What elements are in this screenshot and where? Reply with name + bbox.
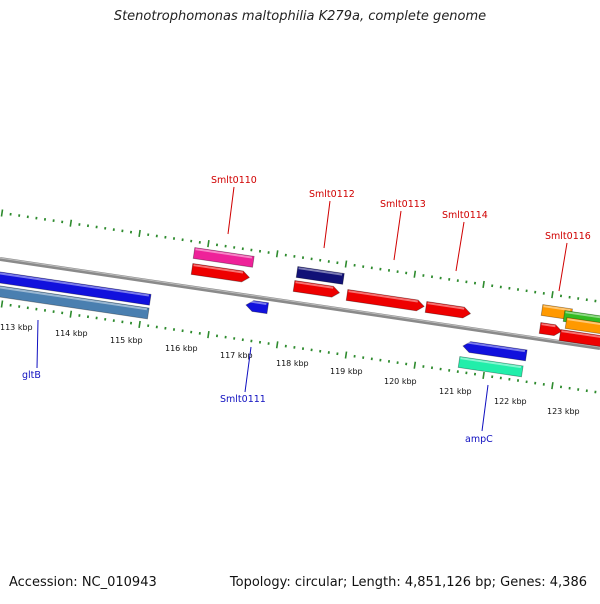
upper-scale-tick xyxy=(139,230,140,237)
gene-label: Smlt0114 xyxy=(442,210,488,221)
upper-scale-tick xyxy=(277,250,278,257)
gene-Smlt0111-arrow xyxy=(245,300,268,314)
scale-label-kbp: 122 kbp xyxy=(494,397,527,406)
lower-scale-tick xyxy=(70,311,71,318)
lower-scale-tick xyxy=(483,372,484,379)
gene-label: ampC xyxy=(465,434,493,445)
lower-scale-tick xyxy=(345,352,346,359)
scale-label-kbp: 121 kbp xyxy=(439,387,472,396)
upper-scale-tick xyxy=(552,291,553,298)
upper-scale-tick xyxy=(345,261,346,268)
lower-scale-tick xyxy=(277,341,278,348)
gene-Smlt0114-arrow xyxy=(425,302,471,319)
scale-label-kbp: 114 kbp xyxy=(55,329,88,338)
genome-summary-label: Topology: circular; Length: 4,851,126 bp… xyxy=(230,575,587,590)
scale-label-kbp: 118 kbp xyxy=(276,359,309,368)
scale-label-kbp: 113 kbp xyxy=(0,323,33,332)
gene-leader-line xyxy=(456,222,464,271)
upper-scale-tick xyxy=(70,220,71,227)
lower-scale-tick xyxy=(139,321,140,328)
gene-label: Smlt0110 xyxy=(211,175,257,186)
gene-leader-line xyxy=(394,211,401,260)
gene-leader-line xyxy=(37,320,38,368)
gene-leader-line xyxy=(482,385,488,431)
gene-Smlt0110-block xyxy=(193,248,254,268)
gene-leader-line xyxy=(324,201,330,248)
upper-scale-tick xyxy=(483,281,484,288)
gene-red-arrow xyxy=(539,323,562,337)
scale-label-kbp: 123 kbp xyxy=(547,407,580,416)
gene-ampC-arrow xyxy=(462,341,527,361)
scale-label-kbp: 117 kbp xyxy=(220,351,253,360)
gene-label: Smlt0116 xyxy=(545,231,591,242)
gene-leader-line xyxy=(228,187,234,234)
gene-label: Smlt0113 xyxy=(380,199,426,210)
lower-scale-tick xyxy=(1,301,2,308)
upper-scale-tick xyxy=(414,271,415,278)
upper-scale-tick xyxy=(1,210,2,217)
gene-red-arrow xyxy=(191,264,250,283)
genome-title: Stenotrophomonas maltophilia K279a, comp… xyxy=(0,9,600,24)
lower-scale-tick xyxy=(414,362,415,369)
gene-leader-line xyxy=(559,243,567,291)
scale-label-kbp: 119 kbp xyxy=(330,367,363,376)
gene-label: Smlt0112 xyxy=(309,189,355,200)
scale-label-kbp: 120 kbp xyxy=(384,377,417,386)
lower-scale-tick xyxy=(208,331,209,338)
gene-label: Smlt0111 xyxy=(220,394,266,405)
scale-label-kbp: 115 kbp xyxy=(110,336,143,345)
gene-teal-block xyxy=(458,357,523,377)
upper-scale-tick xyxy=(208,240,209,247)
scale-label-kbp: 116 kbp xyxy=(165,344,198,353)
gene-label: gltB xyxy=(22,370,41,381)
lower-scale-tick xyxy=(552,382,553,389)
gene-Smlt0113-arrow xyxy=(346,290,425,312)
accession-label: Accession: NC_010943 xyxy=(9,575,157,590)
